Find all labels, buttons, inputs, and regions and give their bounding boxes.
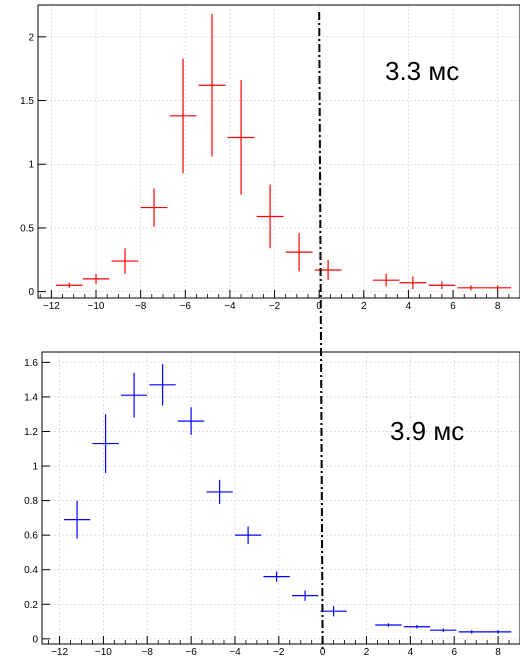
bottom-x-tick-label: 8	[495, 647, 501, 656]
bottom-x-tick-label: 4	[408, 647, 414, 656]
bottom-data-point	[375, 623, 402, 627]
bottom-data-point	[458, 630, 485, 634]
bottom-data-point	[149, 364, 176, 406]
bottom-plot-frame	[41, 351, 520, 645]
bottom-y-tick-label: 0.4	[24, 565, 38, 576]
bottom-y-tick-label: 0	[32, 634, 38, 645]
bottom-data-point	[263, 571, 290, 582]
top-y-tick-label: 1.5	[20, 96, 34, 107]
panel-bottom-annotation: 3.9 мс	[390, 416, 464, 446]
top-data-point	[82, 273, 110, 284]
bottom-x-tick-label: −4	[229, 647, 241, 656]
top-y-tick-label: 2	[28, 32, 34, 43]
bottom-data-point	[403, 624, 431, 629]
panel-bottom-grid	[42, 352, 520, 644]
panel-top-axes: −12 −10 −8 −6 −4 −2 0 2 4 6 8 0 0.5 1 1.5 2	[20, 4, 520, 312]
panel-top-grid	[38, 5, 520, 298]
bottom-data-point	[177, 407, 205, 435]
top-data-point	[55, 282, 83, 288]
top-x-tick-label: 0	[316, 301, 322, 312]
top-data-point	[198, 13, 226, 157]
bottom-y-tick-label: 0.8	[24, 496, 38, 507]
top-data-point	[314, 259, 342, 281]
bottom-data-point	[291, 590, 319, 601]
top-data-point	[484, 285, 512, 291]
top-data-point	[169, 58, 197, 174]
bottom-data-point	[92, 414, 119, 473]
top-x-tick-label: 2	[361, 301, 367, 312]
bottom-x-tick-label: −12	[51, 647, 68, 656]
bottom-x-tick-label: −8	[142, 647, 154, 656]
top-y-tick-label: 0	[28, 287, 34, 298]
top-plot-frame	[37, 4, 520, 299]
top-x-tick-label: −4	[224, 301, 236, 312]
top-y-tick-label: 0.5	[20, 223, 34, 234]
top-x-tick-label: −12	[43, 301, 60, 312]
panel-top-marks	[55, 13, 512, 291]
top-data-point	[111, 248, 139, 274]
top-data-point	[140, 188, 168, 227]
bottom-y-tick-label: 1.2	[24, 427, 38, 438]
bottom-y-tick-label: 1.4	[24, 392, 38, 403]
top-x-tick-label: −6	[180, 301, 192, 312]
top-x-tick-label: −10	[88, 301, 105, 312]
bottom-y-tick-label: 1.6	[24, 358, 38, 369]
panel-top: −12 −10 −8 −6 −4 −2 0 2 4 6 8 0 0.5 1 1.5 2 3.3 мс	[20, 4, 520, 312]
bottom-data-point	[430, 628, 457, 632]
panel-bottom-axes: −12 −10 −8 −6 −4 −2 0 2 4 6 8 0 0.2 0.4 0.6 0.8 1 1.2 1.4 1…	[24, 351, 520, 656]
top-x-tick-label: −2	[269, 301, 281, 312]
top-x-tick-label: 4	[406, 301, 412, 312]
bottom-y-tick-label: 0.6	[24, 531, 38, 542]
bottom-x-tick-label: 6	[451, 647, 457, 656]
top-data-point	[372, 273, 400, 287]
bottom-x-tick-label: 2	[364, 647, 370, 656]
top-data-point	[285, 233, 313, 272]
bottom-x-tick-label: −10	[95, 647, 112, 656]
top-data-point	[428, 281, 456, 290]
bottom-y-tick-label: 1	[32, 462, 38, 473]
top-x-tick-label: 8	[495, 301, 501, 312]
bottom-data-point	[234, 526, 262, 544]
bottom-data-point	[63, 500, 91, 539]
zero-divider-line	[318, 11, 324, 653]
bottom-x-tick-label: −6	[185, 647, 197, 656]
bottom-data-point	[120, 372, 148, 418]
top-data-point	[256, 184, 284, 249]
panel-bottom-marks	[63, 364, 512, 634]
top-data-point	[227, 80, 255, 195]
top-x-tick-label: 6	[450, 301, 456, 312]
bottom-x-tick-label: −2	[273, 647, 285, 656]
top-data-point	[457, 285, 485, 291]
top-x-tick-label: −8	[135, 301, 147, 312]
top-data-point	[399, 276, 427, 290]
bottom-data-point	[484, 630, 512, 634]
panel-bottom: −12 −10 −8 −6 −4 −2 0 2 4 6 8 0 0.2 0.4 0.6 0.8 1 1.2 1.4 1…	[24, 351, 520, 656]
panel-top-annotation: 3.3 мс	[385, 56, 459, 86]
bottom-y-tick-label: 0.2	[24, 600, 38, 611]
bottom-data-point	[206, 479, 233, 505]
top-y-tick-label: 1	[28, 160, 34, 171]
bottom-x-tick-label: 0	[320, 647, 326, 656]
bottom-data-point	[320, 605, 347, 617]
